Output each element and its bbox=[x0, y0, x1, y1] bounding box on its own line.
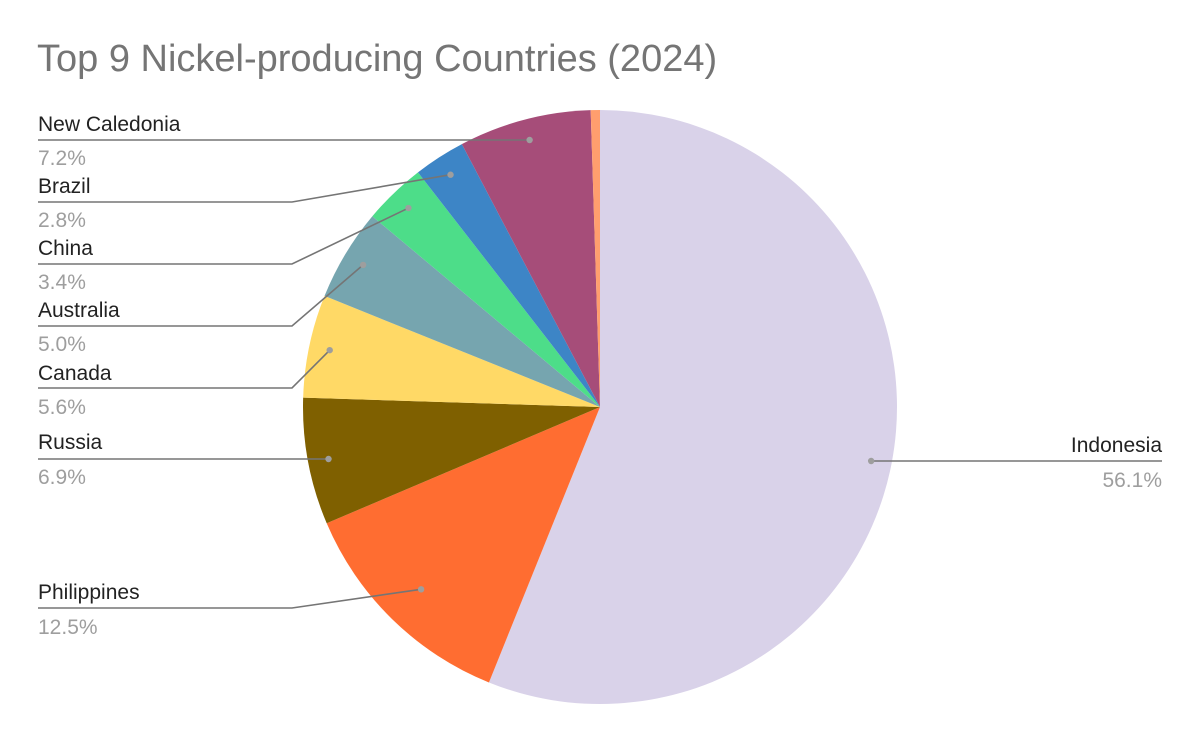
pie-slice-brazil bbox=[417, 144, 600, 407]
pie-slice-china bbox=[372, 172, 600, 407]
leader-dot-philippines bbox=[417, 586, 425, 593]
pie-slice-russia bbox=[303, 397, 600, 524]
slice-percent-russia: 6.9% bbox=[38, 466, 86, 489]
leader-line-brazil bbox=[38, 173, 451, 203]
slice-label-china: China bbox=[38, 237, 93, 260]
leader-dot-russia bbox=[325, 455, 332, 463]
leader-dot-indonesia bbox=[867, 457, 875, 465]
leader-line-canada bbox=[38, 349, 331, 389]
slice-label-canada: Canada bbox=[38, 362, 112, 385]
slice-percent-china: 3.4% bbox=[38, 271, 86, 294]
slice-label-philippines: Philippines bbox=[38, 581, 140, 604]
leader-dot-china bbox=[405, 204, 412, 212]
slice-label-indonesia: Indonesia bbox=[1071, 434, 1162, 457]
leader-line-philippines bbox=[38, 588, 422, 609]
leader-dot-brazil bbox=[447, 171, 454, 178]
pie-slice-canada bbox=[303, 295, 600, 407]
pie-slice-new-caledonia bbox=[461, 110, 600, 408]
slice-label-australia: Australia bbox=[38, 299, 120, 322]
slice-percent-australia: 5.0% bbox=[38, 333, 86, 356]
slice-percent-philippines: 12.5% bbox=[38, 616, 98, 639]
slice-label-brazil: Brazil bbox=[38, 175, 91, 198]
slice-percent-canada: 5.6% bbox=[38, 396, 86, 419]
pie-slice-other bbox=[590, 110, 600, 407]
slice-percent-brazil: 2.8% bbox=[38, 209, 86, 232]
leader-line-china bbox=[38, 207, 409, 265]
leader-dot-canada bbox=[326, 346, 333, 354]
pie-slice-philippines bbox=[326, 407, 600, 683]
chart-title: Top 9 Nickel-producing Countries (2024) bbox=[37, 38, 718, 80]
leader-line-australia bbox=[38, 264, 364, 327]
leader-dot-new-caledonia bbox=[526, 136, 533, 144]
slice-label-new-caledonia: New Caledonia bbox=[38, 113, 181, 136]
slice-label-russia: Russia bbox=[38, 431, 103, 454]
slice-percent-indonesia: 56.1% bbox=[1102, 469, 1162, 492]
leader-dot-australia bbox=[359, 261, 367, 269]
pie-slice-indonesia bbox=[488, 110, 897, 704]
slice-percent-new-caledonia: 7.2% bbox=[38, 147, 86, 170]
pie-slice-australia bbox=[324, 216, 600, 407]
